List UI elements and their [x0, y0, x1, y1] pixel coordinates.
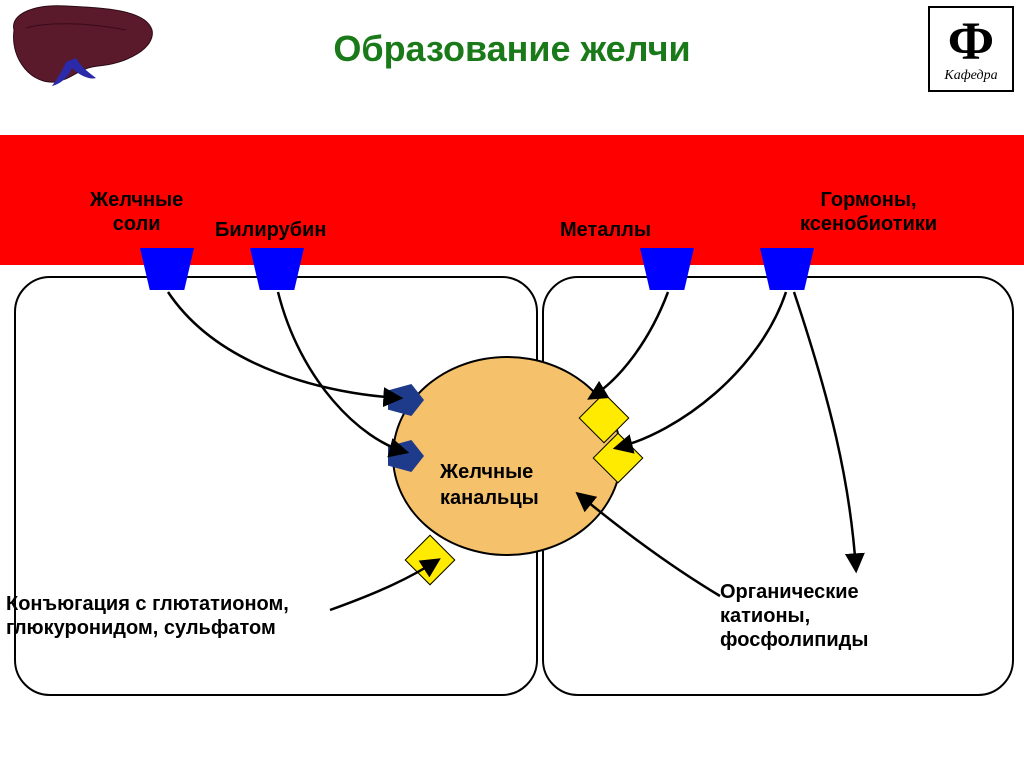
- canaliculi-label-1: Желчные: [440, 460, 533, 484]
- canaliculi-label-2: канальцы: [440, 486, 539, 510]
- label-text: катионы,: [720, 605, 810, 627]
- label-metals: Металлы: [560, 218, 651, 242]
- slide-title: Образование желчи: [0, 28, 1024, 70]
- logo-kafedra-text: Кафедра: [944, 68, 997, 84]
- label-text: Билирубин: [215, 219, 326, 241]
- pentagon-transporter-1: [388, 384, 424, 416]
- label-bile-salts: Желчные соли: [90, 188, 183, 236]
- pentagon-transporter-2: [388, 440, 424, 472]
- label-text: Органические: [720, 581, 859, 603]
- label-text: фосфолипиды: [720, 629, 868, 651]
- transporter-metals: [640, 248, 694, 290]
- label-text: ксенобиотики: [800, 213, 937, 235]
- label-bilirubin: Билирубин: [215, 218, 326, 242]
- transporter-hormones: [760, 248, 814, 290]
- bile-canaliculi: [392, 356, 622, 556]
- label-text: Гормоны,: [821, 189, 917, 211]
- transporter-bilirubin: [250, 248, 304, 290]
- label-text: глюкуронидом, сульфатом: [6, 617, 276, 639]
- label-hormones: Гормоны, ксенобиотики: [800, 188, 937, 236]
- label-text: Металлы: [560, 219, 651, 241]
- label-text: Конъюгация с глютатионом,: [6, 593, 289, 615]
- label-text: Желчные: [90, 189, 183, 211]
- label-conjugation: Конъюгация с глютатионом, глюкуронидом, …: [6, 592, 289, 640]
- slide-canvas: Ф Кафедра Образование желчи Желчные кана…: [0, 0, 1024, 767]
- label-organic-cations: Органические катионы, фосфолипиды: [720, 580, 868, 652]
- transporter-salts: [140, 248, 194, 290]
- label-text: соли: [113, 213, 161, 235]
